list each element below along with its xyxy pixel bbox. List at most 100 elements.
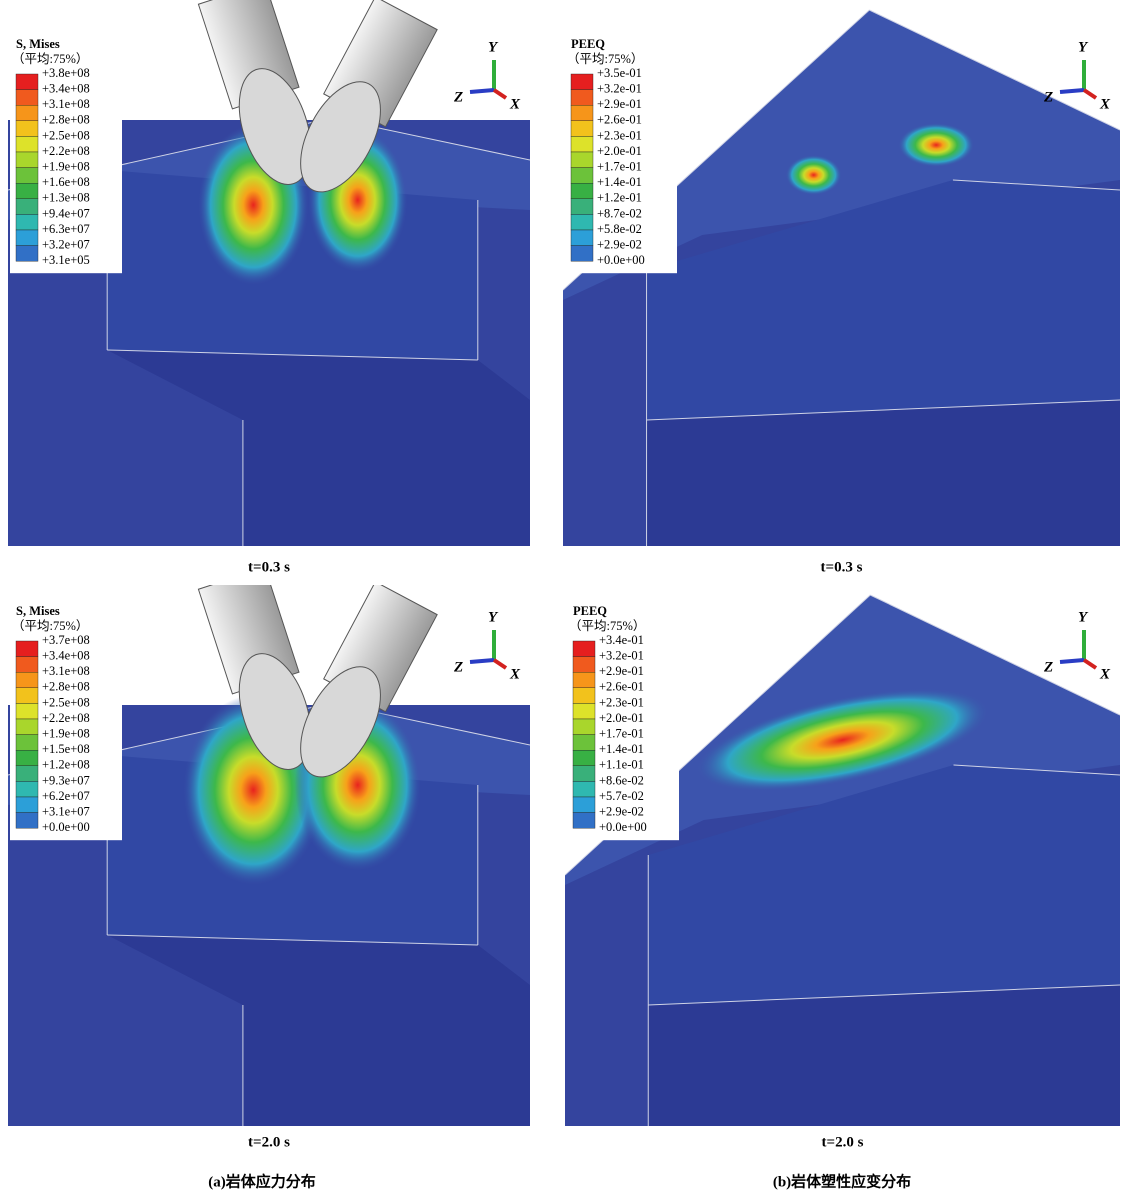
legend-label: +5.7e-02 bbox=[599, 789, 644, 803]
axis-z bbox=[1060, 90, 1084, 92]
legend-label: +2.9e-01 bbox=[599, 664, 644, 678]
legend-label: +2.2e+08 bbox=[42, 711, 90, 725]
legend-label: +1.3e+08 bbox=[42, 191, 90, 205]
legend-label: +3.4e+08 bbox=[42, 81, 90, 95]
legend-swatch bbox=[16, 688, 38, 704]
legend-label: +2.9e-02 bbox=[597, 237, 642, 251]
legend-label: +1.2e-01 bbox=[597, 191, 642, 205]
legend-swatch bbox=[16, 152, 38, 168]
legend-swatch bbox=[16, 214, 38, 230]
legend-swatch bbox=[16, 766, 38, 782]
legend-swatch bbox=[16, 246, 38, 262]
axis-label: Z bbox=[453, 659, 463, 675]
legend-label: +3.5e-01 bbox=[597, 66, 642, 80]
legend-label: +6.2e+07 bbox=[42, 789, 90, 803]
legend-swatch bbox=[16, 90, 38, 106]
legend-swatch bbox=[16, 657, 38, 673]
legend-subtitle: （平均:75%） bbox=[569, 619, 645, 633]
legend-swatch bbox=[16, 199, 38, 215]
legend-subtitle: （平均:75%） bbox=[12, 619, 88, 633]
legend-label: +0.0e+00 bbox=[599, 820, 647, 834]
panel: S, Mises（平均:75%）+3.7e+08+3.4e+08+3.1e+08… bbox=[8, 568, 530, 1126]
legend-label: +3.2e-01 bbox=[599, 648, 644, 662]
legend-label: +1.5e+08 bbox=[42, 742, 90, 756]
legend-swatch bbox=[16, 74, 38, 90]
legend-swatch bbox=[16, 136, 38, 152]
axis-label: X bbox=[509, 96, 521, 112]
legend-label: +1.7e-01 bbox=[599, 726, 644, 740]
legend-label: +2.9e-01 bbox=[597, 97, 642, 111]
legend-label: +3.1e+07 bbox=[42, 804, 90, 818]
legend-swatch bbox=[571, 168, 593, 184]
legend-label: +9.4e+07 bbox=[42, 206, 90, 220]
legend-swatch bbox=[573, 750, 595, 766]
legend-swatch bbox=[16, 230, 38, 246]
legend-swatch bbox=[573, 781, 595, 797]
legend-swatch bbox=[16, 121, 38, 137]
legend-swatch bbox=[16, 672, 38, 688]
legend-label: +2.5e+08 bbox=[42, 695, 90, 709]
legend-swatch bbox=[571, 74, 593, 90]
legend-swatch bbox=[571, 199, 593, 215]
legend-label: +3.4e-01 bbox=[599, 633, 644, 647]
axis-label: Z bbox=[1043, 659, 1053, 675]
legend-label: +1.9e+08 bbox=[42, 159, 90, 173]
axis-label: Z bbox=[1043, 89, 1053, 105]
column-caption: (a)岩体应力分布 bbox=[208, 1172, 316, 1190]
legend-label: +3.8e+08 bbox=[42, 66, 90, 80]
legend-swatch bbox=[573, 688, 595, 704]
legend-swatch bbox=[573, 813, 595, 829]
legend-label: +3.2e+07 bbox=[42, 237, 90, 251]
legend-swatch bbox=[571, 105, 593, 121]
column-caption: (b)岩体塑性应变分布 bbox=[773, 1172, 911, 1190]
legend-label: +3.1e+05 bbox=[42, 253, 90, 267]
legend-label: +6.3e+07 bbox=[42, 222, 90, 236]
legend-swatch bbox=[16, 735, 38, 751]
time-caption: t=2.0 s bbox=[248, 1134, 290, 1150]
legend-label: +2.8e+08 bbox=[42, 680, 90, 694]
legend-swatch bbox=[16, 168, 38, 184]
axis-label: X bbox=[1099, 666, 1111, 682]
legend-swatch bbox=[571, 214, 593, 230]
strain-zone bbox=[898, 123, 974, 167]
rock-face bbox=[647, 400, 1120, 546]
time-caption: t=0.3 s bbox=[821, 559, 863, 575]
legend-label: +1.1e-01 bbox=[599, 758, 644, 772]
legend-label: +8.7e-02 bbox=[597, 206, 642, 220]
legend-label: +2.0e-01 bbox=[597, 144, 642, 158]
rock-face bbox=[648, 985, 1120, 1126]
legend-label: +8.6e-02 bbox=[599, 773, 644, 787]
legend-label: +1.9e+08 bbox=[42, 726, 90, 740]
legend-label: +2.9e-02 bbox=[599, 804, 644, 818]
axis-label: X bbox=[1099, 96, 1111, 112]
legend-subtitle: （平均:75%） bbox=[12, 52, 88, 66]
legend-label: +2.6e-01 bbox=[597, 113, 642, 127]
axis-z bbox=[470, 660, 494, 662]
time-caption: t=0.3 s bbox=[248, 559, 290, 575]
legend-label: +1.6e+08 bbox=[42, 175, 90, 189]
legend-swatch bbox=[16, 719, 38, 735]
legend-swatch bbox=[16, 781, 38, 797]
legend-swatch bbox=[573, 641, 595, 657]
legend-label: +2.3e-01 bbox=[597, 128, 642, 142]
legend-label: +3.1e+08 bbox=[42, 97, 90, 111]
legend-swatch bbox=[573, 735, 595, 751]
legend-label: +1.4e-01 bbox=[597, 175, 642, 189]
legend-label: +3.4e+08 bbox=[42, 648, 90, 662]
legend-swatch bbox=[16, 703, 38, 719]
legend-swatch bbox=[573, 703, 595, 719]
panel: S, Mises（平均:75%）+3.8e+08+3.4e+08+3.1e+08… bbox=[8, 0, 530, 546]
panel: PEEQ（平均:75%）+3.4e-01+3.2e-01+2.9e-01+2.6… bbox=[565, 585, 1120, 1126]
axis-label: X bbox=[509, 666, 521, 682]
axis-z bbox=[470, 90, 494, 92]
strain-zone bbox=[786, 155, 842, 195]
axis-label: Z bbox=[453, 89, 463, 105]
legend-title: PEEQ bbox=[573, 604, 607, 618]
legend-swatch bbox=[573, 797, 595, 813]
legend-swatch bbox=[16, 750, 38, 766]
legend-label: +3.1e+08 bbox=[42, 664, 90, 678]
legend-label: +0.0e+00 bbox=[42, 820, 90, 834]
legend-label: +1.2e+08 bbox=[42, 758, 90, 772]
legend-label: +2.0e-01 bbox=[599, 711, 644, 725]
legend-label: +0.0e+00 bbox=[597, 253, 645, 267]
